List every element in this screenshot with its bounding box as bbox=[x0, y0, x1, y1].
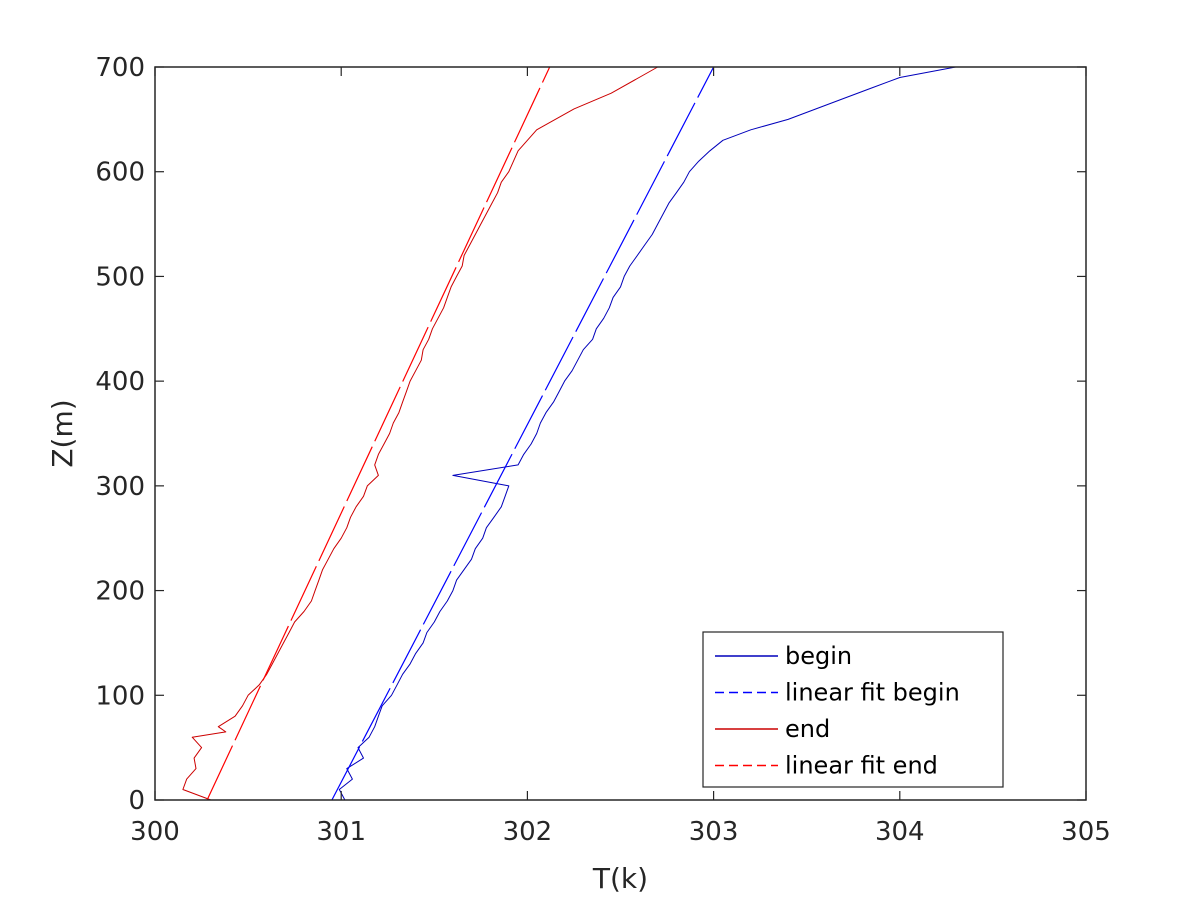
x-tick-label: 304 bbox=[875, 817, 925, 847]
series-line-end bbox=[182, 66, 658, 801]
series-line-begin bbox=[338, 66, 956, 801]
ticks-layer: 300 301 302 303 304 305 0 100 200 300 400 500 600 700 bbox=[95, 53, 1110, 847]
legend-box bbox=[702, 631, 1004, 788]
series-line-linear-fit-begin bbox=[331, 66, 715, 801]
y-tick-label: 300 bbox=[95, 472, 145, 502]
x-tick-label: 300 bbox=[130, 817, 180, 847]
x-tick-label: 303 bbox=[689, 817, 739, 847]
y-tick-label: 100 bbox=[95, 681, 145, 711]
y-tick-label: 700 bbox=[95, 53, 145, 83]
x-tick-label: 301 bbox=[316, 817, 366, 847]
series-line-linear-fit-end bbox=[206, 66, 551, 801]
legend-entry-label: begin bbox=[785, 642, 852, 670]
x-tick-label: 302 bbox=[503, 817, 553, 847]
y-tick-label: 400 bbox=[95, 367, 145, 397]
y-tick-label: 600 bbox=[95, 158, 145, 188]
axes-box bbox=[154, 66, 1087, 801]
legend-entry-label: linear fit end bbox=[785, 752, 938, 780]
series-layer bbox=[182, 66, 956, 801]
x-axis-label: T(k) bbox=[592, 862, 648, 895]
y-tick-label: 200 bbox=[95, 577, 145, 607]
legend: begin linear fit begin end linear fit end bbox=[702, 631, 1004, 788]
y-tick-label: 500 bbox=[95, 262, 145, 292]
y-axis-label: Z(m) bbox=[46, 399, 79, 467]
y-tick-label: 0 bbox=[128, 786, 145, 816]
x-tick-label: 305 bbox=[1061, 817, 1111, 847]
legend-entry-label: linear fit begin bbox=[785, 679, 960, 707]
legend-entry-label: end bbox=[785, 715, 830, 743]
